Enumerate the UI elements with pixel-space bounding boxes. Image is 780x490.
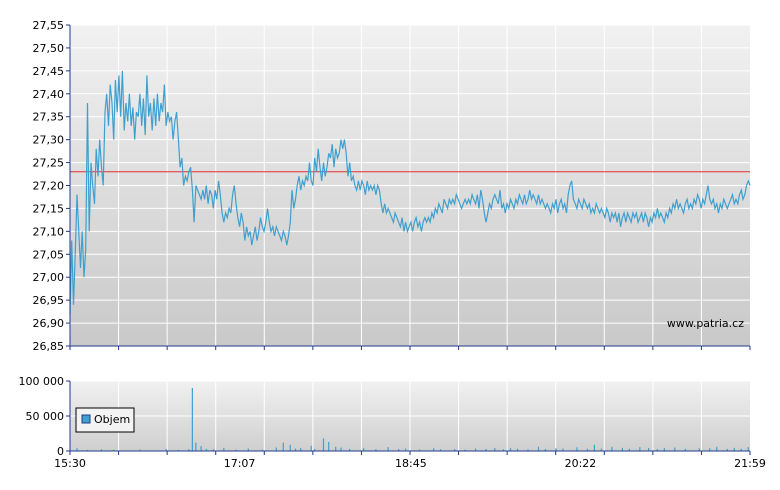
- price-y-tick-label: 27,45: [33, 65, 65, 78]
- time-x-tick-label: 18:45: [395, 457, 427, 470]
- watermark: www.patria.cz: [667, 317, 744, 330]
- price-y-tick-label: 27,05: [33, 248, 65, 261]
- time-x-tick-label: 20:22: [565, 457, 597, 470]
- price-y-tick-label: 27,55: [33, 19, 65, 32]
- price-panel: 27,55 27,50 27,45 27,40 27,35 27,30 27,25 27,20…: [33, 19, 751, 353]
- time-x-tick-label: 15:30: [54, 457, 86, 470]
- price-y-tick-label: 26,90: [33, 317, 65, 330]
- volume-panel: 100 000 50 000 0 15:30 17:07 18:45 20:22 21:59…: [19, 375, 766, 470]
- time-x-axis: 15:30 17:07 18:45 20:22 21:59: [54, 451, 766, 470]
- price-y-tick-label: 27,15: [33, 202, 65, 215]
- time-x-tick-label: 21:59: [734, 457, 766, 470]
- price-y-axis: 27,55 27,50 27,45 27,40 27,35 27,30 27,25 27,20…: [33, 19, 70, 353]
- volume-axis-frame: [69, 381, 750, 452]
- legend: Objem: [75, 407, 135, 433]
- volume-y-tick-label: 100 000: [19, 375, 65, 388]
- price-y-tick-label: 27,25: [33, 157, 65, 170]
- legend-label: Objem: [94, 413, 130, 426]
- price-y-tick-label: 27,20: [33, 180, 65, 193]
- price-axis-frame: [69, 25, 751, 350]
- legend-swatch: [81, 414, 91, 424]
- price-y-tick-label: 27,35: [33, 111, 65, 124]
- volume-y-tick-label: 50 000: [26, 410, 65, 423]
- price-y-tick-label: 26,95: [33, 294, 65, 307]
- price-y-tick-label: 27,40: [33, 88, 65, 101]
- price-y-tick-label: 26,85: [33, 340, 65, 353]
- price-y-tick-label: 27,10: [33, 225, 65, 238]
- price-y-tick-label: 27,30: [33, 134, 65, 147]
- price-series-line: [69, 70, 751, 314]
- volume-y-tick-label: 0: [57, 445, 64, 458]
- price-y-tick-label: 27,00: [33, 271, 65, 284]
- volume-y-axis: 100 000 50 000 0: [19, 375, 70, 458]
- time-x-tick-label: 17:07: [224, 457, 256, 470]
- price-y-tick-label: 27,50: [33, 42, 65, 55]
